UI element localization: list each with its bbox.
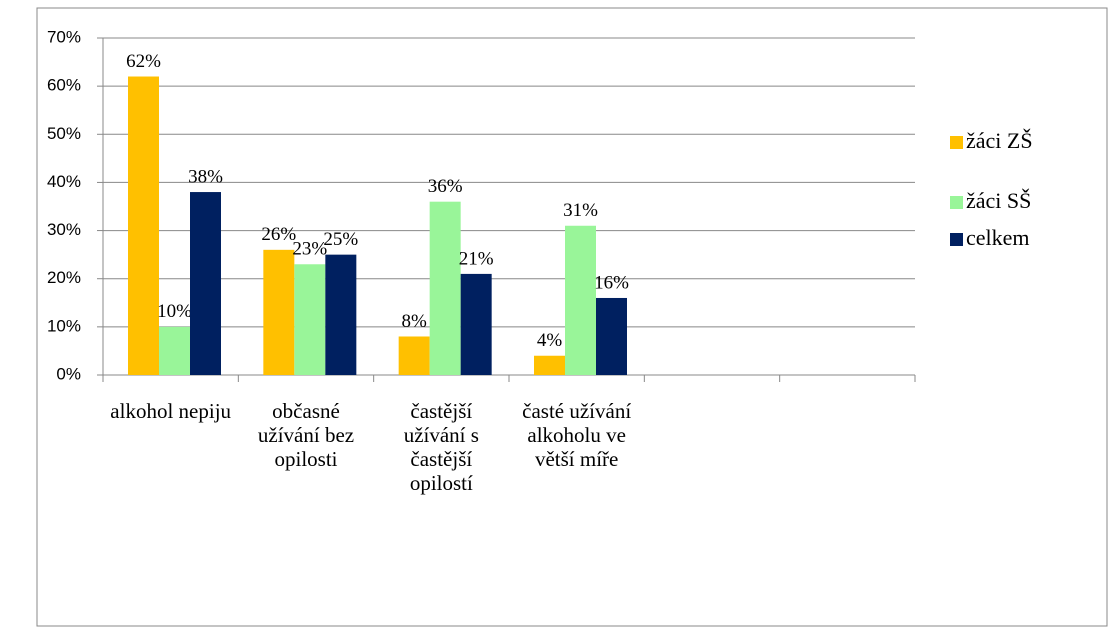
legend-swatch (950, 196, 963, 209)
legend-swatch (950, 233, 963, 246)
data-label: 25% (323, 229, 358, 250)
legend-label: celkem (966, 225, 1030, 250)
data-label: 4% (537, 330, 563, 351)
data-label: 31% (563, 200, 598, 221)
y-tick-label: 50% (47, 124, 81, 143)
y-tick-label: 70% (47, 27, 81, 46)
bar (294, 264, 326, 375)
bar (325, 254, 357, 375)
data-label: 21% (459, 248, 494, 269)
legend-label: žáci ZŠ (966, 128, 1033, 153)
data-label: 10% (157, 301, 192, 322)
bar (534, 355, 565, 375)
y-tick-label: 10% (47, 316, 81, 335)
x-tick-label: častější užívání s častější opilostí (403, 399, 479, 495)
bar (190, 192, 221, 375)
bar (128, 76, 159, 375)
data-label: 16% (594, 272, 629, 293)
y-tick-label: 60% (47, 76, 81, 95)
data-label: 8% (402, 311, 428, 332)
y-tick-label: 0% (56, 364, 81, 383)
bar (460, 273, 492, 375)
legend-swatch (950, 136, 963, 149)
data-label: 62% (126, 51, 161, 72)
y-tick-label: 20% (47, 268, 81, 287)
data-label: 38% (188, 166, 223, 187)
bar (159, 326, 190, 375)
x-tick-label: občasné užívání bez opilosti (257, 399, 355, 471)
bar (596, 297, 627, 375)
x-tick-label: alkohol nepiju (110, 399, 232, 423)
bar (429, 201, 461, 375)
x-tick-label: časté užívání alkoholu ve větší míře (522, 399, 632, 471)
bar (565, 225, 596, 375)
legend-label: žáci SŠ (966, 188, 1031, 213)
y-tick-label: 40% (47, 172, 81, 191)
data-label: 23% (292, 239, 327, 260)
bar (263, 249, 295, 375)
y-tick-label: 30% (47, 220, 81, 239)
data-label: 36% (428, 176, 463, 197)
bar (398, 336, 430, 375)
data-label: 26% (261, 224, 296, 245)
